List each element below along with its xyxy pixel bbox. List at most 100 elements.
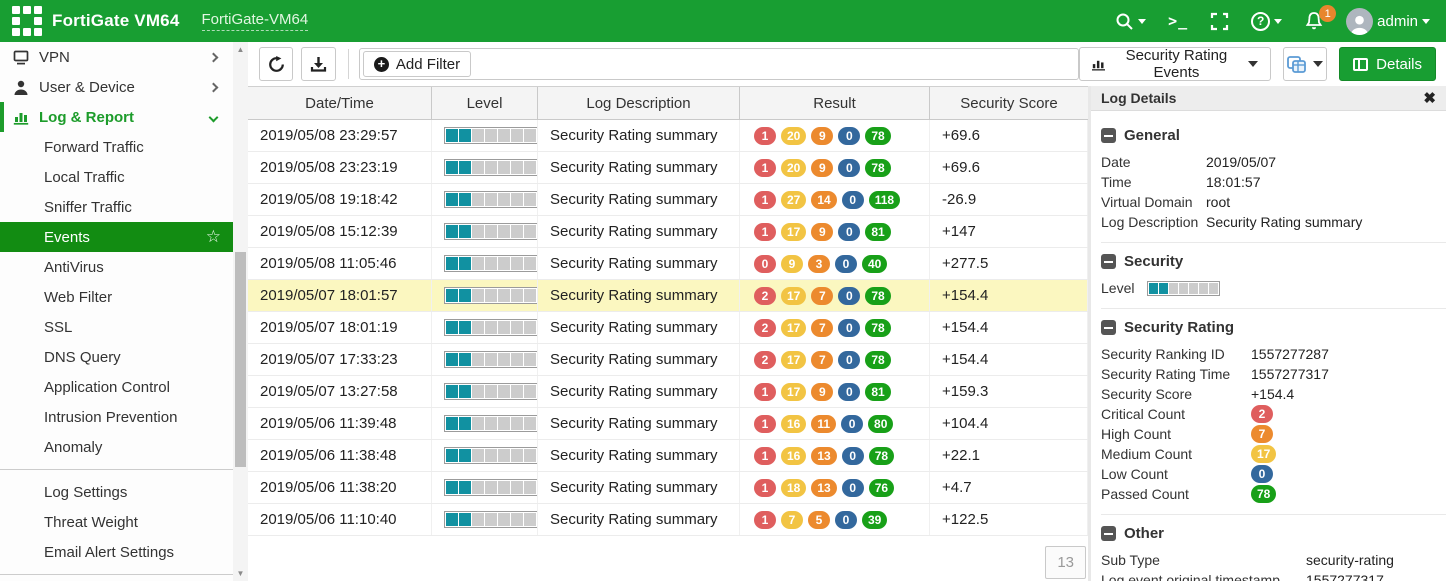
high-count-badge: 5 — [808, 510, 830, 529]
critical-count-badge: 0 — [754, 254, 776, 273]
scroll-down-icon[interactable]: ▼ — [236, 569, 245, 578]
table-row[interactable]: 2019/05/06 11:10:40 Security Rating summa… — [248, 504, 1088, 536]
sidebar-item-label: Events — [44, 228, 90, 246]
table-settings-button[interactable] — [1282, 47, 1328, 81]
column-header-level[interactable]: Level — [432, 87, 538, 119]
cell-datetime: 2019/05/08 15:12:39 — [248, 216, 432, 247]
detail-row: Log event original timestamp 1557277317 — [1101, 570, 1438, 581]
columns-icon — [1353, 57, 1369, 71]
close-icon[interactable]: ✖ — [1423, 90, 1436, 107]
cell-level — [432, 408, 538, 439]
sidebar-item-label: Forward Traffic — [44, 138, 144, 156]
add-filter-button[interactable]: + Add Filter — [362, 51, 472, 77]
column-header-security-score[interactable]: Security Score — [960, 94, 1058, 112]
sidebar-item-log-report[interactable]: Log & Report — [0, 102, 233, 132]
low-count-badge: 0 — [841, 190, 864, 209]
log-view-selector[interactable]: Security Rating Events — [1078, 47, 1271, 81]
sidebar-item-dns-query[interactable]: DNS Query — [0, 342, 233, 372]
hostname-link[interactable]: FortiGate-VM64 — [201, 11, 309, 31]
sidebar-scrollbar[interactable]: ▲ ▼ — [233, 42, 248, 581]
cell-level — [432, 152, 538, 183]
high-count-badge: 9 — [811, 158, 834, 177]
sidebar-item-ssl[interactable]: SSL — [0, 312, 233, 342]
section-header-security-rating[interactable]: Security Rating — [1101, 319, 1438, 336]
cell-level — [432, 344, 538, 375]
detail-value: 1557277287 — [1251, 346, 1329, 362]
passed-count-badge: 80 — [868, 414, 894, 433]
sidebar-item-local-traffic[interactable]: Local Traffic — [0, 162, 233, 192]
search-button[interactable] — [1115, 12, 1147, 31]
critical-count-badge: 1 — [754, 414, 776, 433]
sidebar-item-intrusion-prevention[interactable]: Intrusion Prevention — [0, 402, 233, 432]
sidebar-item-events[interactable]: Events ☆ — [0, 222, 233, 252]
column-header-date-time[interactable]: Date/Time — [248, 87, 432, 119]
sidebar-item-web-filter[interactable]: Web Filter — [0, 282, 233, 312]
sidebar-item-antivirus[interactable]: AntiVirus — [0, 252, 233, 282]
table-row[interactable]: 2019/05/08 23:23:19 Security Rating summa… — [248, 152, 1088, 184]
details-toggle-button[interactable]: Details — [1339, 47, 1436, 81]
add-filter-label: Add Filter — [395, 55, 461, 73]
sidebar-item-vpn[interactable]: VPN — [0, 42, 233, 72]
table-row[interactable]: 2019/05/06 11:39:48 Security Rating summa… — [248, 408, 1088, 440]
sidebar-item-forward-traffic[interactable]: Forward Traffic — [0, 132, 233, 162]
sidebar-item-application-control[interactable]: Application Control — [0, 372, 233, 402]
detail-label: Security Score — [1101, 386, 1193, 402]
passed-count-badge: 78 — [868, 446, 895, 465]
table-row[interactable]: 2019/05/08 11:05:46 Security Rating summa… — [248, 248, 1088, 280]
sidebar-item-email-alert-settings[interactable]: Email Alert Settings — [0, 537, 233, 567]
low-count-badge: 0 — [838, 318, 861, 337]
detail-row: Security Ranking ID 1557277287 — [1101, 344, 1438, 364]
detail-label: Virtual Domain — [1101, 194, 1193, 210]
level-bar — [444, 415, 537, 432]
scroll-up-icon[interactable]: ▲ — [236, 45, 245, 54]
table-row[interactable]: 2019/05/07 18:01:19 Security Rating summa… — [248, 312, 1088, 344]
section-header-other[interactable]: Other — [1101, 525, 1438, 542]
favorite-star-icon[interactable]: ☆ — [205, 227, 221, 246]
scrollbar-thumb[interactable] — [235, 252, 246, 467]
column-header-result[interactable]: Result — [740, 87, 930, 119]
high-count-badge: 9 — [811, 222, 834, 241]
table-row[interactable]: 2019/05/08 19:18:42 Security Rating summa… — [248, 184, 1088, 216]
table-row[interactable]: 2019/05/08 15:12:39 Security Rating summa… — [248, 216, 1088, 248]
table-row[interactable]: 2019/05/07 17:33:23 Security Rating summa… — [248, 344, 1088, 376]
cell-security-score: +4.7 — [930, 472, 1088, 503]
sidebar-item-label: VPN — [39, 48, 70, 66]
table-row[interactable]: 2019/05/06 11:38:20 Security Rating summa… — [248, 472, 1088, 504]
detail-value: +154.4 — [1251, 386, 1295, 402]
section-header-security[interactable]: Security — [1101, 253, 1438, 270]
details-section-general: General Date 2019/05/07 Time 18:01:57 Virtual… — [1101, 117, 1446, 243]
filter-bar[interactable]: + Add Filter — [358, 48, 1079, 80]
sidebar-item-sniffer-traffic[interactable]: Sniffer Traffic — [0, 192, 233, 222]
table-row[interactable]: 2019/05/07 18:01:57 Security Rating summa… — [248, 280, 1088, 312]
section-header-general[interactable]: General — [1101, 127, 1438, 144]
admin-menu-button[interactable]: admin — [1346, 7, 1430, 35]
sidebar-item-log-settings[interactable]: Log Settings — [0, 477, 233, 507]
table-row[interactable]: 2019/05/08 23:29:57 Security Rating summa… — [248, 120, 1088, 152]
detail-label: Log Description — [1101, 214, 1199, 230]
sidebar-item-label: Threat Weight — [44, 513, 138, 531]
sidebar-item-anomaly[interactable]: Anomaly — [0, 432, 233, 462]
high-count-badge: 3 — [808, 254, 830, 273]
help-button[interactable]: ? — [1251, 11, 1283, 31]
cell-result: 1 27 14 0 118 — [740, 184, 930, 215]
table-row[interactable]: 2019/05/07 13:27:58 Security Rating summa… — [248, 376, 1088, 408]
detail-value: 1557277317 — [1251, 366, 1329, 382]
refresh-button[interactable] — [258, 47, 294, 81]
passed-count-badge: 78 — [865, 126, 891, 145]
column-header-log-description[interactable]: Log Description — [538, 87, 740, 119]
critical-count-badge: 2 — [754, 350, 776, 369]
notifications-button[interactable]: 1 — [1304, 5, 1337, 31]
detail-row: Sub Type security-rating — [1101, 550, 1438, 570]
cli-console-button[interactable]: >_ — [1168, 12, 1189, 30]
download-button[interactable] — [301, 47, 337, 81]
detail-label: Time — [1101, 174, 1132, 190]
cell-security-score: +69.6 — [930, 120, 1088, 151]
sidebar-item-user-device[interactable]: User & Device — [0, 72, 233, 102]
cell-level — [432, 440, 538, 471]
cell-security-score: +159.3 — [930, 376, 1088, 407]
level-bar — [444, 479, 537, 496]
sidebar-item-threat-weight[interactable]: Threat Weight — [0, 507, 233, 537]
fullscreen-button[interactable] — [1210, 12, 1229, 31]
table-row[interactable]: 2019/05/06 11:38:48 Security Rating summa… — [248, 440, 1088, 472]
level-bar — [444, 447, 537, 464]
